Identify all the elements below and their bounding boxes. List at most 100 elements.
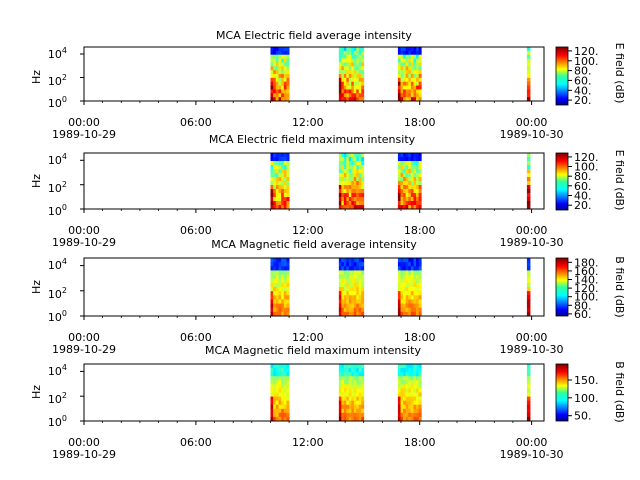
spectrogram-cell bbox=[410, 169, 414, 174]
spectrogram-cell bbox=[351, 58, 355, 63]
spectrogram-cell bbox=[405, 47, 409, 52]
spectrogram-cell bbox=[278, 282, 282, 288]
spectrogram-cell bbox=[397, 270, 401, 275]
spectrogram-cell bbox=[281, 189, 285, 194]
spectrogram-cell bbox=[418, 400, 422, 406]
spectrogram-cell bbox=[358, 173, 362, 178]
spectrogram-cell bbox=[397, 400, 401, 406]
spectrogram-cell bbox=[281, 157, 285, 162]
spectrogram-cell bbox=[341, 66, 345, 71]
spectrogram-cell bbox=[358, 193, 362, 198]
spectrogram-cell bbox=[413, 93, 417, 98]
spectrogram-cell bbox=[405, 380, 409, 385]
spectrogram-cell bbox=[410, 291, 414, 296]
spectrogram-cell bbox=[283, 270, 287, 275]
spectrogram-cell bbox=[270, 153, 274, 158]
spectrogram-cell bbox=[410, 157, 414, 162]
y-axis-label: Hz bbox=[30, 70, 43, 84]
spectrogram-cell bbox=[286, 282, 290, 288]
spectrogram-cell bbox=[358, 81, 362, 86]
spectrogram-cell bbox=[283, 165, 287, 170]
spectrogram-cell bbox=[338, 412, 342, 418]
spectrogram-cell bbox=[286, 270, 290, 275]
colorbar-tick-label: 100. bbox=[574, 161, 599, 174]
spectrogram-cell bbox=[283, 262, 287, 267]
spectrogram-cell bbox=[358, 274, 362, 280]
spectrogram-cell bbox=[400, 193, 404, 198]
spectrogram-cell bbox=[281, 295, 285, 300]
spectrogram-cell bbox=[400, 54, 404, 59]
spectrogram-cell bbox=[346, 97, 350, 102]
spectrogram-cell bbox=[353, 291, 357, 296]
spectrogram-cell bbox=[341, 400, 345, 406]
spectrogram-cell bbox=[346, 282, 350, 288]
spectrogram-cell bbox=[275, 282, 279, 288]
spectrogram-cell bbox=[397, 74, 401, 79]
spectrogram-cell bbox=[270, 66, 274, 71]
spectrogram-cell bbox=[358, 364, 362, 369]
spectrogram-cell bbox=[356, 262, 360, 267]
y-tick-label: 100 bbox=[48, 203, 67, 218]
spectrogram-cell bbox=[408, 287, 412, 292]
spectrogram-cell bbox=[526, 392, 531, 397]
spectrogram-cell bbox=[351, 47, 355, 52]
spectrogram-cell bbox=[275, 299, 279, 304]
x-tick-date: 1989-10-29 bbox=[52, 343, 116, 356]
spectrogram-cell bbox=[356, 258, 360, 263]
spectrogram-cell bbox=[283, 157, 287, 162]
spectrogram-cell bbox=[283, 50, 287, 56]
spectrogram-cell bbox=[275, 372, 279, 377]
spectrogram-cell bbox=[283, 266, 287, 271]
spectrogram-cell bbox=[283, 282, 287, 288]
spectrogram-cell bbox=[270, 416, 274, 422]
spectrogram-cell bbox=[361, 404, 365, 410]
spectrogram-cell bbox=[418, 307, 422, 313]
spectrogram-cell bbox=[356, 282, 360, 288]
spectrogram-cell bbox=[418, 404, 422, 410]
spectrogram-cell bbox=[286, 193, 290, 198]
spectrogram-cell bbox=[403, 416, 407, 422]
spectrogram-cell bbox=[283, 258, 287, 263]
spectrogram-cell bbox=[273, 307, 277, 313]
spectrogram-cell bbox=[275, 89, 279, 94]
spectrogram-cell bbox=[361, 396, 365, 402]
spectrogram-cell bbox=[413, 364, 417, 369]
spectrogram-cell bbox=[341, 311, 345, 317]
spectrogram-cell bbox=[275, 169, 279, 174]
spectrogram-cell bbox=[348, 77, 352, 83]
spectrogram-cell bbox=[286, 388, 290, 393]
y-tick-exponent: 4 bbox=[62, 257, 67, 266]
spectrogram-cell bbox=[286, 380, 290, 385]
spectrogram-cell bbox=[278, 408, 282, 414]
spectrogram-cell bbox=[351, 416, 355, 422]
spectrogram-cell bbox=[348, 274, 352, 280]
spectrogram-cell bbox=[270, 404, 274, 410]
spectrogram-cell bbox=[343, 97, 347, 102]
spectrogram-cell bbox=[286, 258, 290, 263]
spectrogram-cell bbox=[341, 177, 345, 182]
y-ticks: 100 102 104 bbox=[48, 46, 67, 110]
spectrogram-cell bbox=[403, 295, 407, 300]
spectrogram-cell bbox=[410, 185, 414, 190]
spectrogram-cell bbox=[278, 205, 282, 210]
y-tick-exponent: 0 bbox=[62, 203, 67, 212]
spectrogram-cell bbox=[343, 77, 347, 83]
spectrogram-cell bbox=[410, 89, 414, 94]
spectrogram-cell bbox=[353, 161, 357, 166]
spectrogram-cell bbox=[338, 262, 342, 267]
spectrogram-cell bbox=[416, 270, 420, 275]
spectrogram-cell bbox=[281, 412, 285, 418]
spectrogram-cell bbox=[400, 169, 404, 174]
spectrogram-cell bbox=[275, 205, 279, 210]
spectrogram-cell bbox=[283, 384, 287, 389]
spectrogram-cell bbox=[403, 278, 407, 284]
spectrogram-cell bbox=[413, 173, 417, 178]
spectrogram-cell bbox=[413, 258, 417, 263]
spectrogram-cell bbox=[270, 197, 274, 202]
spectrogram-cell bbox=[346, 384, 350, 389]
spectrogram-cell bbox=[416, 291, 420, 296]
spectrogram-cell bbox=[278, 416, 282, 422]
spectrogram-cell bbox=[338, 408, 342, 414]
spectrogram-cell bbox=[405, 291, 409, 296]
